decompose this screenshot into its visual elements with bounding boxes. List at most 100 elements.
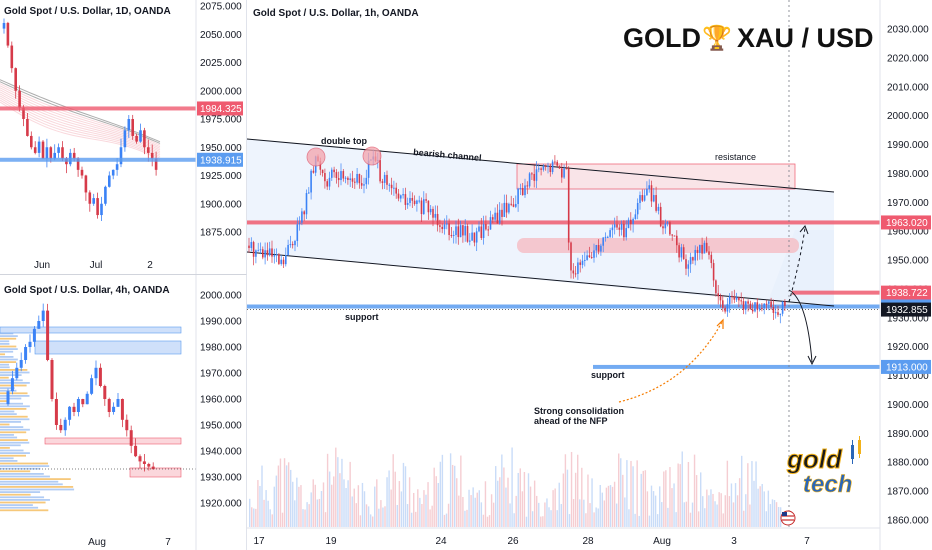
volume-bar xyxy=(685,501,688,527)
volume-bar xyxy=(691,502,694,527)
h1-candle xyxy=(574,273,577,275)
profile-bar xyxy=(0,335,18,337)
h1-candle xyxy=(480,226,483,239)
h1-candle xyxy=(379,159,381,182)
daily-candle xyxy=(57,147,60,153)
volume-bar xyxy=(525,516,528,527)
support-label-upper: support xyxy=(345,312,379,322)
h4-y-tick: 1970.000 xyxy=(200,369,242,380)
h1-candle xyxy=(512,204,515,207)
h4-candle xyxy=(81,399,85,405)
volume-bar xyxy=(339,473,341,527)
volume-bar xyxy=(618,453,620,527)
volume-bar xyxy=(620,458,622,527)
h1-candle xyxy=(367,160,370,178)
h1-candle xyxy=(457,226,460,238)
volume-bar xyxy=(738,478,741,527)
volume-bar xyxy=(374,486,376,527)
daily-candle xyxy=(84,175,88,193)
volume-bar xyxy=(335,447,337,527)
h4-candle xyxy=(72,406,76,412)
h1-candle xyxy=(482,224,485,239)
volume-bar xyxy=(687,462,690,527)
h1-candle xyxy=(618,227,621,230)
h1-candle xyxy=(298,222,301,225)
volume-bar xyxy=(271,514,273,527)
h1-candle xyxy=(487,229,489,231)
h1-candle xyxy=(531,173,533,175)
daily-y-tick: 1950.000 xyxy=(200,143,242,154)
h1-candle xyxy=(623,223,625,238)
volume-bar xyxy=(413,492,415,527)
profile-bar xyxy=(0,426,24,428)
h1-candle xyxy=(423,199,425,215)
volume-bar xyxy=(591,478,593,527)
volume-bar xyxy=(589,503,591,527)
h1-candle xyxy=(696,249,699,253)
volume-bar xyxy=(466,509,468,527)
profile-bar xyxy=(0,465,50,467)
h1-candle xyxy=(360,183,363,186)
h1-candle xyxy=(524,185,526,196)
h1-y-tick: 1920.000 xyxy=(887,342,929,353)
h1-candle xyxy=(745,301,747,310)
h1-candle xyxy=(333,169,335,173)
h1-y-tick: 2020.000 xyxy=(887,53,929,64)
h1-candle xyxy=(354,181,356,183)
h1-candle xyxy=(641,195,644,201)
h1-candle xyxy=(715,280,717,294)
h1-y-tick: 1910.000 xyxy=(887,371,929,382)
h4-candle xyxy=(28,341,32,347)
h1-candle xyxy=(547,165,549,167)
h1-candle xyxy=(489,217,492,230)
profile-bar xyxy=(0,340,10,343)
volume-bar xyxy=(702,496,704,527)
h1-candle xyxy=(731,295,733,297)
volume-bar xyxy=(747,463,749,527)
h1-candle xyxy=(508,203,510,213)
h4-candle xyxy=(103,386,107,399)
volume-bar xyxy=(433,467,435,527)
us-flag-icon[interactable] xyxy=(780,510,796,526)
h1-candle xyxy=(719,296,722,301)
h4-candle xyxy=(142,461,146,464)
volume-bar xyxy=(263,499,265,527)
volume-bar xyxy=(421,504,423,527)
h1-chart-panel[interactable]: double top bearish channel resistance su… xyxy=(247,0,932,550)
h1-candle xyxy=(682,247,685,260)
h1-candle xyxy=(294,240,296,246)
h1-y-tick: 1990.000 xyxy=(887,140,929,151)
daily-candle xyxy=(131,119,134,136)
volume-bar xyxy=(419,497,421,527)
h1-candle xyxy=(319,161,322,170)
volume-bar xyxy=(349,461,351,527)
volume-bar xyxy=(765,511,767,527)
volume-bar xyxy=(304,509,306,527)
volume-bar xyxy=(519,468,521,527)
daily-y-tick: 2050.000 xyxy=(200,30,242,41)
volume-bar xyxy=(316,499,319,527)
h1-candle xyxy=(749,303,752,310)
volume-bar xyxy=(683,502,685,527)
h1-candle xyxy=(303,211,305,215)
h4-candle xyxy=(32,328,36,342)
h1-candle xyxy=(475,231,478,243)
double-top-circle-right xyxy=(362,146,382,166)
h1-candle xyxy=(485,224,487,230)
h1-candle xyxy=(616,224,618,228)
daily-candle xyxy=(150,152,154,159)
profile-bar xyxy=(0,470,31,473)
h1-candle xyxy=(347,177,349,180)
profile-bar xyxy=(0,447,10,449)
h1-candle xyxy=(252,242,255,257)
volume-bar xyxy=(743,510,745,527)
h4-candle xyxy=(50,360,54,399)
volume-bar xyxy=(355,503,357,527)
volume-bar xyxy=(554,488,556,527)
h4-chart-panel[interactable]: Gold Spot / U.S. Dollar, 4h, OANDA 2000.… xyxy=(0,275,247,550)
h1-candle xyxy=(441,226,443,230)
h4-zone xyxy=(129,467,182,478)
daily-chart-panel[interactable]: Gold Spot / U.S. Dollar, 1D, OANDA 2075.… xyxy=(0,0,247,275)
daily-candle xyxy=(100,203,103,216)
volume-bar xyxy=(556,510,558,527)
